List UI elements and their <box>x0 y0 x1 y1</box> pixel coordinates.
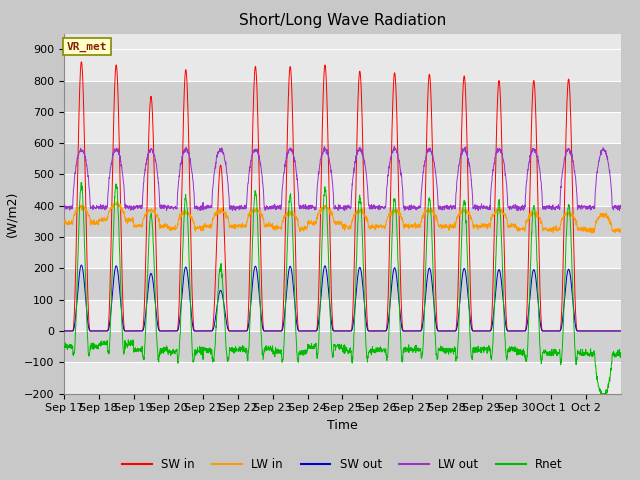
LW in <box>116 203 124 209</box>
Bar <box>64 143 621 174</box>
SW in <box>116 169 124 175</box>
Bar <box>64 174 621 206</box>
Bar <box>64 206 621 237</box>
Line: SW in: SW in <box>64 62 621 331</box>
SW out <box>77 262 85 268</box>
LW out <box>542 204 550 210</box>
Bar <box>64 112 621 143</box>
Bar <box>64 362 621 394</box>
SW out <box>116 289 124 295</box>
LW out <box>609 204 617 210</box>
Rnet <box>376 348 384 354</box>
LW out <box>236 204 244 210</box>
LW in <box>60 219 68 225</box>
SW out <box>617 328 625 334</box>
SW in <box>609 328 617 334</box>
Bar <box>64 49 621 81</box>
SW in <box>77 59 85 65</box>
SW in <box>376 328 384 334</box>
Bar <box>64 81 621 112</box>
LW in <box>376 224 384 229</box>
SW out <box>510 328 518 334</box>
Rnet <box>596 391 604 396</box>
LW out <box>511 205 518 211</box>
SW in <box>510 328 518 334</box>
Rnet <box>542 349 550 355</box>
Rnet <box>116 254 124 260</box>
SW out <box>609 328 617 334</box>
Rnet <box>77 180 85 185</box>
Bar <box>64 300 621 331</box>
SW in <box>617 328 625 334</box>
Text: VR_met: VR_met <box>67 42 108 52</box>
Title: Short/Long Wave Radiation: Short/Long Wave Radiation <box>239 13 446 28</box>
Rnet <box>609 353 617 359</box>
LW in <box>111 197 118 203</box>
Line: LW in: LW in <box>64 200 621 233</box>
LW in <box>588 230 596 236</box>
LW in <box>510 222 518 228</box>
Rnet <box>60 343 68 349</box>
SW out <box>60 328 68 334</box>
SW in <box>236 328 244 334</box>
Rnet <box>236 348 244 353</box>
SW out <box>542 328 550 334</box>
SW out <box>236 328 244 334</box>
Line: Rnet: Rnet <box>64 182 621 394</box>
Bar <box>64 268 621 300</box>
LW in <box>236 223 244 229</box>
Bar <box>64 237 621 268</box>
Legend: SW in, LW in, SW out, LW out, Rnet: SW in, LW in, SW out, LW out, Rnet <box>117 454 568 476</box>
SW out <box>376 328 384 334</box>
LW in <box>609 228 617 234</box>
LW out <box>163 207 170 213</box>
Rnet <box>617 352 625 358</box>
X-axis label: Time: Time <box>327 419 358 432</box>
LW out <box>390 144 398 149</box>
SW in <box>60 328 68 334</box>
LW out <box>60 204 68 210</box>
Line: SW out: SW out <box>64 265 621 331</box>
LW out <box>376 204 384 209</box>
Y-axis label: (W/m2): (W/m2) <box>5 191 18 237</box>
LW out <box>116 155 124 161</box>
Bar <box>64 331 621 362</box>
Line: LW out: LW out <box>64 146 621 210</box>
SW in <box>542 328 550 334</box>
LW out <box>617 204 625 209</box>
LW in <box>617 227 625 233</box>
LW in <box>542 225 550 230</box>
Rnet <box>510 344 518 350</box>
